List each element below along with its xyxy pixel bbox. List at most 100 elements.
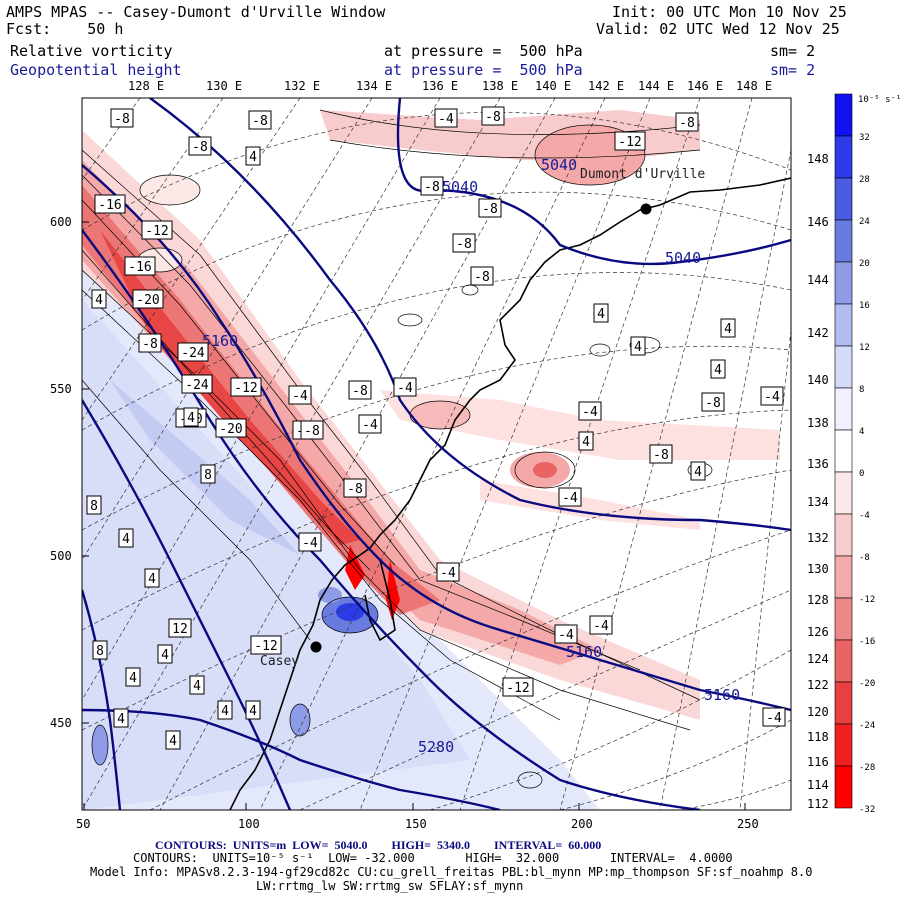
svg-text:4: 4 [95, 293, 103, 308]
svg-text:4: 4 [724, 322, 732, 337]
colorbar-label: -4 [859, 511, 870, 521]
vorticity-label-box: 4 [245, 146, 261, 166]
valid-time: Valid: 02 UTC Wed 12 Nov 25 [596, 20, 840, 38]
svg-text:5040: 5040 [442, 178, 478, 196]
vorticity-label-box: 4 [578, 431, 594, 451]
svg-text:4: 4 [249, 704, 257, 719]
vorticity-label-box: -8 [348, 380, 372, 400]
vorticity-label-box: -8 [188, 136, 212, 156]
place-label-casey: Casey [260, 654, 299, 669]
svg-text:-4: -4 [764, 390, 780, 405]
colorbar-label: 8 [859, 385, 864, 395]
vorticity-label-box: -8 [649, 444, 673, 464]
field1-name: Relative vorticity [10, 42, 173, 60]
vorticity-label-box: 4 [157, 644, 173, 664]
colorbar-swatch [834, 513, 853, 557]
top-longitude-label: 138 E [482, 79, 518, 93]
svg-text:4: 4 [249, 150, 257, 165]
svg-text:-4: -4 [302, 536, 318, 551]
right-longitude-label: 124 E [807, 652, 843, 666]
vorticity-label-box: -12 [230, 377, 262, 397]
svg-text:-20: -20 [136, 293, 159, 308]
colorbar-label: 4 [859, 427, 864, 437]
colorbar-label: 12 [859, 343, 870, 353]
vorticity-label-box: 4 [125, 667, 141, 687]
top-longitude-label: 144 E [638, 79, 674, 93]
svg-text:4: 4 [129, 671, 137, 686]
vorticity-label-box: -16 [124, 256, 156, 276]
top-longitude-label: 134 E [356, 79, 392, 93]
right-longitude-label: 130 E [807, 562, 843, 576]
svg-text:4: 4 [221, 704, 229, 719]
svg-text:-4: -4 [558, 628, 574, 643]
vorticity-label-box: -8 [420, 176, 444, 196]
footer-radiation-info: LW:rrtmg_lw SW:rrtmg_sw SFLAY:sf_mynn [256, 879, 524, 893]
svg-text:-4: -4 [438, 112, 454, 127]
right-longitude-label: 112 E [807, 797, 843, 811]
vorticity-label-box: 4 [183, 407, 199, 427]
vorticity-contour-labels: -8 -8 -8 4 -4 -8 -12 -8 -8 -8 -16 -12 -16 -20 -24 -24 -1… [86, 106, 786, 750]
vorticity-label-box: -20 [215, 418, 247, 438]
svg-text:-8: -8 [679, 116, 695, 131]
vorticity-label-box: 4 [189, 675, 205, 695]
vorticity-label-box: -8 [675, 112, 699, 132]
colorbar-label: 24 [859, 217, 870, 227]
colorbar-swatch [834, 135, 853, 179]
svg-text:-16: -16 [98, 198, 121, 213]
vorticity-label-box: 4 [165, 730, 181, 750]
svg-text:4: 4 [193, 679, 201, 694]
vorticity-label-box: 12 [168, 618, 192, 638]
colorbar-label: -8 [859, 553, 870, 563]
svg-text:4: 4 [714, 363, 722, 378]
svg-text:-8: -8 [142, 337, 158, 352]
svg-text:-4: -4 [582, 405, 598, 420]
svg-text:-4: -4 [362, 418, 378, 433]
colorbar-swatch [834, 219, 853, 263]
svg-text:5280: 5280 [418, 738, 454, 756]
vorticity-label-box: -12 [614, 131, 646, 151]
colorbar-swatch [834, 429, 853, 473]
svg-text:8: 8 [204, 468, 212, 483]
vorticity-label-box: -8 [452, 233, 476, 253]
svg-text:-8: -8 [352, 384, 368, 399]
svg-text:-16: -16 [128, 260, 151, 275]
svg-text:-12: -12 [254, 639, 277, 654]
colorbar-swatch [834, 597, 853, 641]
right-longitude-label: 144 E [807, 273, 843, 287]
vorticity-label-box: -4 [298, 532, 322, 552]
right-longitude-label: 142 E [807, 326, 843, 340]
colorbar-label: -16 [859, 637, 875, 647]
x-axis-ticks: 50 100 150 200 250 [76, 803, 759, 831]
svg-text:5160: 5160 [704, 686, 740, 704]
vorticity-label-box: -8 [481, 106, 505, 126]
top-longitude-labels: 128 E 130 E 132 E 134 E 136 E 138 E 140 E 142 E… [128, 79, 772, 93]
top-longitude-label: 140 E [535, 79, 571, 93]
colorbar-swatch [834, 681, 853, 725]
vorticity-label-box: -4 [554, 624, 578, 644]
top-longitude-label: 136 E [422, 79, 458, 93]
svg-text:-8: -8 [456, 237, 472, 252]
svg-text:8: 8 [90, 499, 98, 514]
field2-smoothing: sm= 2 [770, 61, 816, 79]
svg-text:-12: -12 [145, 224, 168, 239]
colorbar-label: -24 [859, 721, 875, 731]
right-longitude-label: 146 E [807, 215, 843, 229]
geopotential-height-contours [82, 98, 791, 810]
vorticity-label-box: 8 [86, 495, 102, 515]
vorticity-label-box: 4 [217, 700, 233, 720]
svg-text:-4: -4 [562, 491, 578, 506]
colorbar-swatch [834, 387, 853, 431]
vorticity-label-box: -8 [470, 266, 494, 286]
right-longitude-label: 134 E [807, 495, 843, 509]
vorticity-label-box: -24 [181, 374, 213, 394]
right-longitude-label: 126 E [807, 625, 843, 639]
vorticity-label-box: -8 [138, 333, 162, 353]
vorticity-label-box: 8 [200, 464, 216, 484]
footer-vorticity-contours: CONTOURS: UNITS=10⁻⁵ s⁻¹ LOW= -32.000 HI… [133, 851, 733, 865]
colorbar-label: -20 [859, 679, 875, 689]
colorbar-swatch [834, 765, 853, 809]
footer-model-info: Model Info: MPASv8.2.3-194-gf29cd82c CU:… [90, 865, 813, 879]
svg-text:-12: -12 [618, 135, 641, 150]
colorbar-swatch [834, 723, 853, 767]
